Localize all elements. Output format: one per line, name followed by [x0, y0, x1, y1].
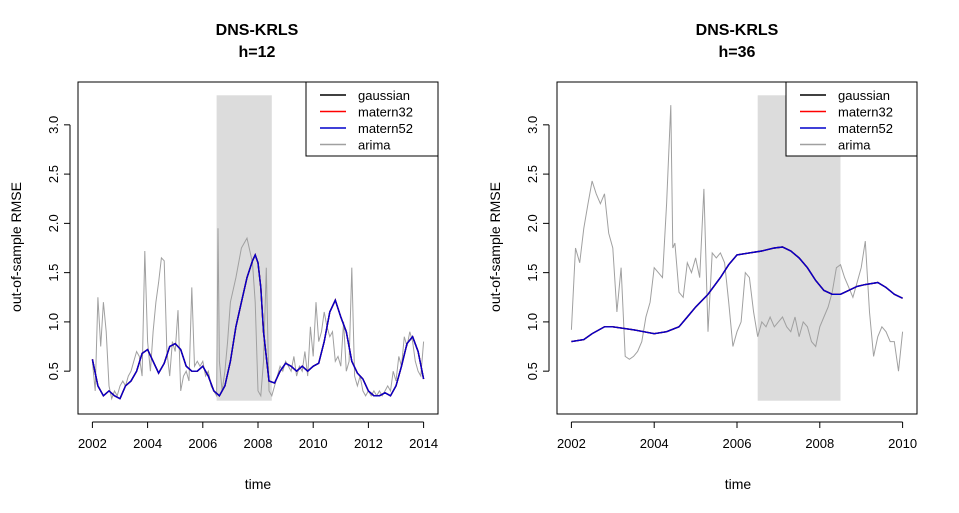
chart-subtitle: h=12 — [239, 44, 276, 61]
chart-subtitle: h=36 — [719, 44, 756, 61]
legend-label-gaussian: gaussian — [358, 88, 410, 103]
x-tick-label: 2006 — [188, 436, 217, 451]
legend-label-arima: arima — [358, 138, 391, 153]
y-tick-label: 1.5 — [46, 264, 61, 282]
legend-label-gaussian: gaussian — [838, 88, 890, 103]
y-tick-label: 2.5 — [525, 165, 540, 183]
series-line-arima — [570, 105, 904, 372]
y-tick-label: 0.5 — [46, 362, 61, 380]
chart-panel-h36: DNS-KRLS h=36 time out-of-sample RMSE 20… — [487, 22, 918, 492]
x-tick-label: 2010 — [299, 436, 328, 451]
x-tick-label: 2002 — [557, 436, 586, 451]
chart-panel-h12: DNS-KRLS h=12 time out-of-sample RMSE 20… — [8, 22, 439, 492]
y-tick-label: 2.0 — [525, 214, 540, 232]
legend-label-matern32: matern32 — [838, 105, 893, 120]
x-axis-label: time — [245, 476, 272, 492]
y-tick-label: 1.5 — [525, 264, 540, 282]
chart-title: DNS-KRLS — [696, 22, 779, 39]
recession-shaded-region — [216, 95, 272, 401]
legend-label-arima: arima — [838, 138, 871, 153]
series-line-arima — [91, 228, 425, 401]
y-tick-label: 2.5 — [46, 165, 61, 183]
x-tick-label: 2004 — [640, 436, 669, 451]
x-axis-label: time — [725, 476, 752, 492]
y-tick-label: 1.0 — [525, 313, 540, 331]
legend-label-matern52: matern52 — [838, 121, 893, 136]
y-axis-label: out-of-sample RMSE — [8, 182, 24, 312]
series-line-matern52 — [571, 246, 903, 343]
plot-frame — [556, 81, 918, 415]
x-tick-label: 2004 — [133, 436, 162, 451]
series-line-matern52 — [91, 253, 425, 400]
x-tick-label: 2012 — [354, 436, 383, 451]
x-tick-label: 2008 — [244, 436, 273, 451]
y-tick-label: 0.5 — [525, 362, 540, 380]
y-tick-label: 3.0 — [46, 116, 61, 134]
y-axis-label: out-of-sample RMSE — [487, 182, 503, 312]
legend-label-matern52: matern52 — [358, 121, 413, 136]
x-tick-label: 2002 — [78, 436, 107, 451]
x-tick-label: 2006 — [723, 436, 752, 451]
plot-frame — [77, 81, 439, 415]
y-tick-label: 1.0 — [46, 313, 61, 331]
legend-label-matern32: matern32 — [358, 105, 413, 120]
x-tick-label: 2008 — [805, 436, 834, 451]
chart-title: DNS-KRLS — [216, 22, 299, 39]
x-tick-label: 2010 — [888, 436, 917, 451]
y-tick-label: 3.0 — [525, 116, 540, 134]
x-tick-label: 2014 — [409, 436, 438, 451]
y-tick-label: 2.0 — [46, 214, 61, 232]
